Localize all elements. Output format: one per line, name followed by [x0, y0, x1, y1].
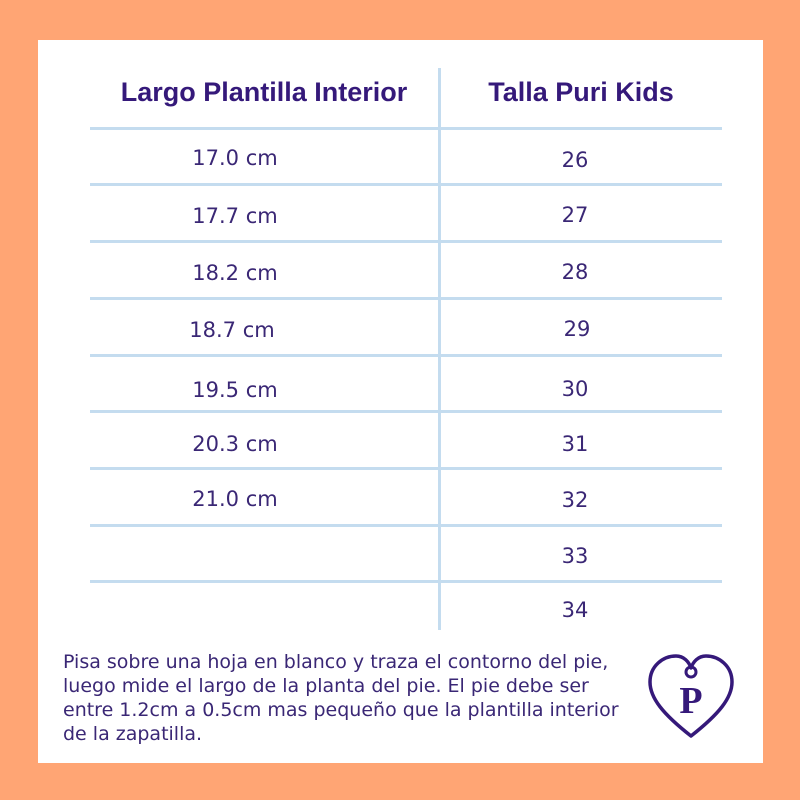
row-divider — [90, 410, 722, 413]
table-cell-length: 20.3 cm — [192, 432, 278, 456]
table-cell-size: 32 — [561, 488, 589, 512]
table-cell-size: 33 — [561, 544, 589, 568]
row-divider — [90, 127, 722, 130]
row-divider — [90, 240, 722, 243]
row-divider — [90, 524, 722, 527]
heart-p-logo-icon: P — [648, 654, 734, 738]
table-cell-length: 18.7 cm — [189, 318, 275, 342]
table-cell-length: 17.7 cm — [192, 204, 278, 228]
table-cell-length: 18.2 cm — [192, 261, 278, 285]
logo-letter: P — [679, 680, 702, 722]
table-cell-size: 29 — [563, 317, 591, 341]
table-cell-size: 27 — [561, 203, 589, 227]
row-divider — [90, 467, 722, 470]
table-cell-length: 17.0 cm — [192, 146, 278, 170]
table-cell-size: 31 — [561, 432, 589, 456]
row-divider — [90, 183, 722, 186]
table-cell-size: 26 — [561, 148, 589, 172]
size-chart-card — [38, 40, 763, 763]
table-cell-length: 19.5 cm — [192, 378, 278, 402]
column-divider — [438, 68, 441, 630]
header-insole-length: Largo Plantilla Interior — [120, 77, 408, 107]
row-divider — [90, 297, 722, 300]
header-size: Talla Puri Kids — [488, 77, 674, 107]
table-cell-size: 28 — [561, 260, 589, 284]
table-cell-size: 30 — [561, 377, 589, 401]
row-divider — [90, 580, 722, 583]
table-cell-length: 21.0 cm — [192, 487, 278, 511]
table-cell-size: 34 — [561, 598, 589, 622]
row-divider — [90, 354, 722, 357]
measuring-instructions: Pisa sobre una hoja en blanco y traza el… — [63, 651, 619, 745]
